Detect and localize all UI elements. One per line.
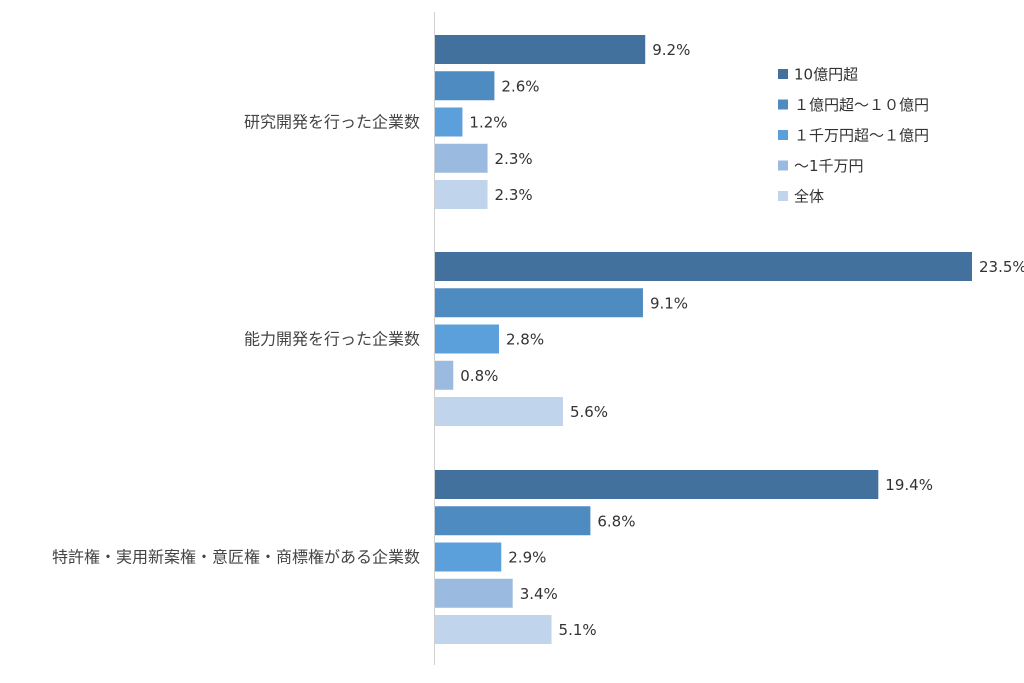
data-label: 9.1% — [650, 294, 688, 312]
data-label: 0.8% — [460, 367, 498, 385]
data-label: 19.4% — [885, 476, 933, 494]
data-label: 5.6% — [570, 403, 608, 421]
legend-label: 10億円超 — [794, 66, 858, 84]
category-label: 特許権・実用新案権・意匠権・商標権がある企業数 — [52, 548, 420, 567]
data-label: 2.6% — [501, 77, 539, 95]
category-labels: 研究開発を行った企業数能力開発を行った企業数特許権・実用新案権・意匠権・商標権が… — [52, 113, 420, 567]
data-label: 5.1% — [559, 621, 597, 639]
bar — [435, 615, 552, 644]
data-label: 3.4% — [520, 585, 558, 603]
bars-group: 9.2% 2.6% 1.2% 2.3% 2.3% 23.5% 9.1% 2.8% 0.8% 5.6… — [435, 35, 1024, 644]
data-label: 2.3% — [495, 186, 533, 204]
bar — [435, 35, 646, 64]
data-label: 1.2% — [469, 114, 507, 132]
data-label: 2.3% — [495, 150, 533, 168]
bar — [435, 288, 643, 318]
legend-label: ～1千万円 — [794, 157, 864, 175]
bar — [435, 143, 488, 173]
bar — [435, 470, 879, 499]
legend-swatch — [778, 69, 788, 79]
data-label: 2.9% — [508, 549, 546, 567]
data-label: 2.8% — [506, 331, 544, 349]
bar — [435, 324, 499, 354]
data-label: 9.2% — [652, 41, 690, 59]
legend-swatch — [778, 99, 788, 110]
legend-label: 全体 — [794, 188, 824, 206]
legend-swatch — [778, 191, 788, 201]
bar — [435, 542, 502, 572]
bar — [435, 578, 513, 608]
bar — [435, 107, 463, 137]
bar — [435, 397, 563, 426]
legend-swatch — [778, 160, 788, 171]
bar — [435, 180, 488, 209]
bar — [435, 360, 454, 390]
legend-label: １千万円超～１億円 — [794, 127, 929, 145]
data-label: 23.5% — [979, 258, 1024, 276]
category-label: 研究開発を行った企業数 — [244, 113, 420, 132]
data-label: 6.8% — [597, 512, 635, 530]
bar — [435, 252, 972, 281]
legend-swatch — [778, 130, 788, 140]
bar — [435, 71, 495, 101]
category-label: 能力開発を行った企業数 — [244, 330, 420, 349]
legend-label: １億円超～１０億円 — [794, 96, 929, 114]
bar — [435, 506, 591, 536]
